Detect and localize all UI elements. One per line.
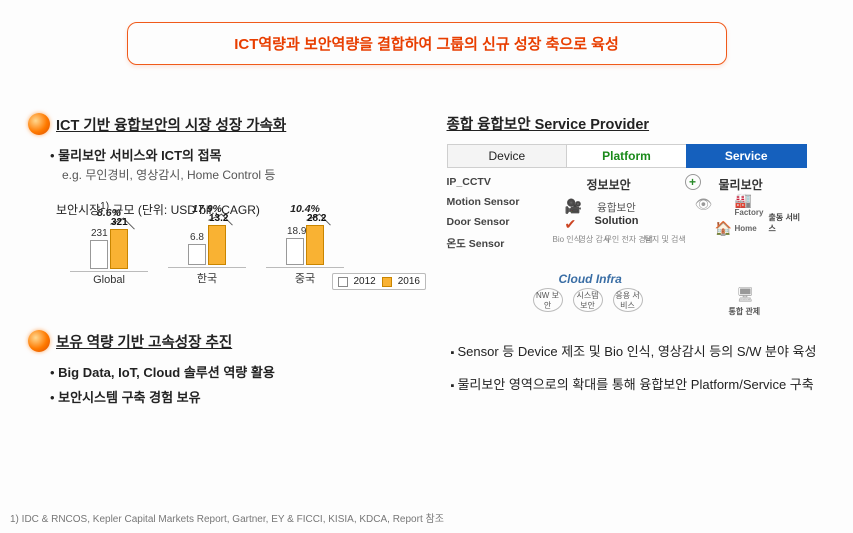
- right-title: 종합 융합보안 Service Provider: [447, 113, 826, 134]
- ring-nw: NW 보안: [533, 288, 563, 312]
- chart-group-중국: 10.4%18.928.2중국: [266, 217, 344, 286]
- footnote: 1) IDC & RNCOS, Kepler Capital Markets R…: [10, 510, 444, 525]
- dispatch-label: 출동 서비스: [769, 212, 807, 234]
- bar-value: 231: [91, 228, 107, 239]
- plus-icon: +: [685, 174, 701, 190]
- mini-detect: 탐지 및 검색: [645, 234, 686, 245]
- section-1-title: ICT 기반 융합보안의 시장 성장 가속화: [56, 114, 286, 135]
- chart-group-Global: 8.6%231321Global: [70, 221, 148, 286]
- legend-2012: 2012: [354, 276, 376, 287]
- factory-icon: 🏭: [735, 192, 752, 209]
- eye-icon: 👁: [695, 196, 713, 213]
- section-1-example: e.g. 무인경비, 영상감시, Home Control 등: [62, 166, 415, 183]
- legend-swatch-2016: [382, 277, 392, 287]
- solution-box: 융합보안 Solution: [577, 200, 657, 227]
- market-size-chart: 2012 2016 8.6%231321Global17.9%6.813.2한국…: [50, 224, 430, 304]
- ring-app: 응용 서비스: [613, 288, 643, 312]
- bar-b: 13.2: [208, 225, 226, 265]
- bar-value: 13.2: [209, 213, 225, 224]
- bar-b: 321: [110, 229, 128, 269]
- bar-value: 28.2: [307, 213, 323, 224]
- section-2-header: 보유 역량 기반 고속성장 추진: [28, 330, 415, 352]
- check-icon: ✔: [565, 216, 577, 233]
- section-2-b2: • 보안시스템 구축 경험 보유: [50, 387, 415, 406]
- group-label: Global: [70, 271, 148, 286]
- bar-a: 18.9: [286, 238, 304, 265]
- home-label: Home: [735, 224, 757, 233]
- device-motion: Motion Sensor: [447, 196, 520, 208]
- content-row: ICT 기반 융합보안의 시장 성장 가속화 • 물리보안 서비스와 ICT의 …: [0, 113, 853, 408]
- section-1-bullet: • 물리보안 서비스와 ICT의 접목: [50, 145, 415, 164]
- home-icon: 🏠: [715, 220, 732, 237]
- tab-service: Service: [686, 144, 807, 168]
- bar-a: 6.8: [188, 244, 206, 265]
- device-ipcctv: IP_CCTV: [447, 176, 491, 188]
- device-door: Door Sensor: [447, 216, 510, 228]
- cagr-label: 17.9%: [168, 203, 246, 215]
- right-column: 종합 융합보안 Service Provider Device Platform…: [427, 113, 853, 408]
- bar-value: 321: [111, 217, 127, 228]
- tab-device: Device: [447, 144, 568, 168]
- architecture-diagram: IP_CCTV Motion Sensor Door Sensor 온도 Sen…: [447, 172, 807, 327]
- headline-text: ICT역량과 보안역량을 결합하여 그룹의 신규 성장 축으로 육성: [234, 36, 619, 53]
- section-2-title: 보유 역량 기반 고속성장 추진: [56, 331, 232, 352]
- cagr-label: 8.6%: [70, 207, 148, 219]
- bar-b: 28.2: [306, 225, 324, 265]
- monitor-icon: 🖥: [737, 286, 755, 303]
- chart-group-한국: 17.9%6.813.2한국: [168, 217, 246, 286]
- physical-security-label: 물리보안: [719, 176, 763, 193]
- section-1-header: ICT 기반 융합보안의 시장 성장 가속화: [28, 113, 415, 135]
- tab-platform: Platform: [567, 144, 686, 168]
- headline-box: ICT역량과 보안역량을 결합하여 그룹의 신규 성장 축으로 육성: [127, 22, 727, 65]
- chart-legend: 2012 2016: [332, 273, 427, 290]
- ring-sys: 시스템 보안: [573, 288, 603, 312]
- right-bullet-1: Sensor 등 Device 제조 및 Bio 인식, 영상감시 등의 S/W…: [451, 341, 826, 360]
- bar-a: 231: [90, 240, 108, 269]
- device-temp: 온도 Sensor: [447, 236, 505, 251]
- solution-line1: 융합보안: [577, 200, 657, 215]
- section-2-b1: • Big Data, IoT, Cloud 솔루션 역량 활용: [50, 362, 415, 381]
- left-column: ICT 기반 융합보안의 시장 성장 가속화 • 물리보안 서비스와 ICT의 …: [0, 113, 427, 408]
- sun-bullet-icon: [28, 113, 50, 135]
- solution-line2: Solution: [577, 215, 657, 227]
- cloud-infra-label: Cloud Infra: [559, 272, 622, 286]
- category-tabs: Device Platform Service: [447, 144, 807, 168]
- bar-value: 18.9: [287, 226, 303, 237]
- legend-2016: 2016: [398, 276, 420, 287]
- group-label: 중국: [266, 267, 344, 286]
- monitor-label: 통합 관제: [729, 306, 761, 317]
- info-security-label: 정보보안: [587, 176, 631, 193]
- sun-bullet-icon: [28, 330, 50, 352]
- section-1-bullet-text: 물리보안 서비스와 ICT의 접목: [58, 148, 221, 163]
- cagr-label: 10.4%: [266, 203, 344, 215]
- mini-bio: Bio 인식: [553, 234, 582, 245]
- bar-value: 6.8: [189, 232, 205, 243]
- factory-label: Factory: [735, 208, 764, 217]
- right-bullet-2: 물리보안 영역으로의 확대를 통해 융합보안 Platform/Service …: [451, 374, 826, 393]
- group-label: 한국: [168, 267, 246, 286]
